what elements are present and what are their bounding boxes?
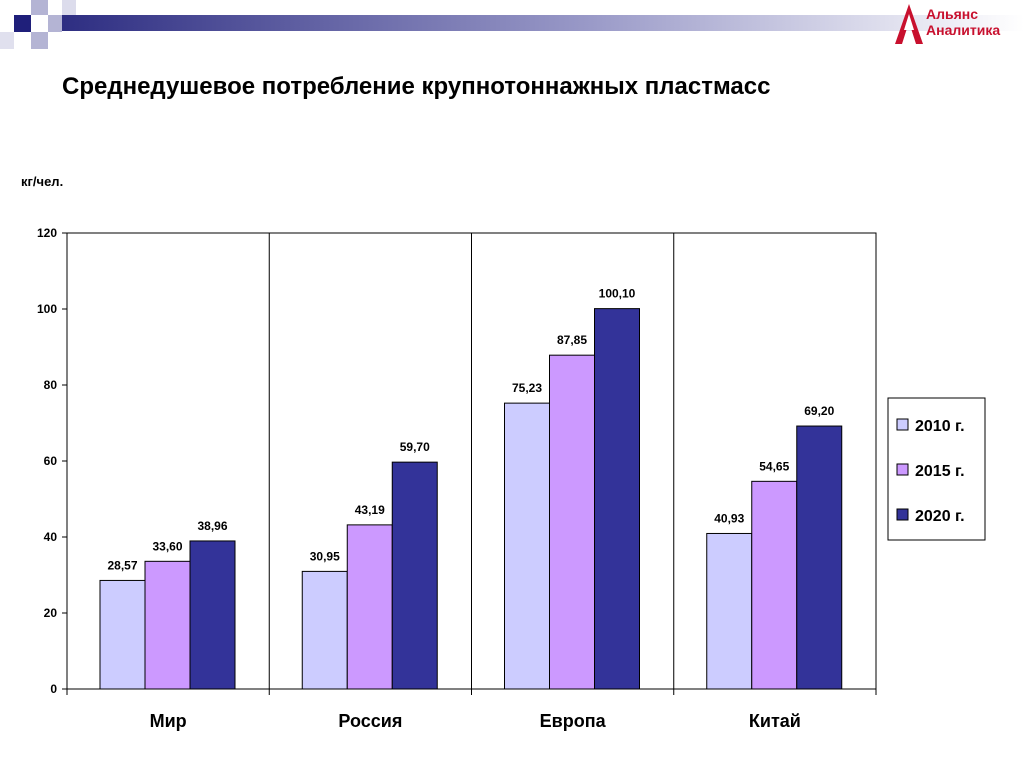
data-label: 38,96 [197, 519, 227, 533]
bar [796, 425, 843, 690]
bar [549, 354, 595, 690]
bar [594, 308, 640, 690]
x-category-label: Китай [749, 711, 801, 731]
bar [301, 570, 348, 690]
y-tick-label: 80 [44, 378, 58, 392]
y-tick-label: 40 [44, 530, 58, 544]
bar [99, 579, 146, 690]
page-title: Среднедушевое потребление крупнотоннажны… [62, 73, 771, 100]
x-category-label: Мир [150, 711, 187, 731]
data-label: 59,70 [400, 440, 430, 454]
chart-axes: кг/чел. 0 20 40 60 80 100 120 Мир Россия Европа Кит… [21, 174, 877, 731]
data-label: 43,19 [355, 503, 385, 517]
x-category-label: Россия [338, 711, 402, 731]
logo-text-line2: Аналитика [926, 22, 1001, 38]
bar [189, 540, 236, 690]
company-logo: Альянс Аналитика [893, 2, 1024, 46]
legend-label: 2020 г. [915, 508, 965, 525]
bar-chart: кг/чел. 0 20 40 60 80 100 120 Мир Россия Европа Кит… [21, 174, 986, 731]
legend-label: 2015 г. [915, 463, 965, 480]
data-label: 30,95 [310, 549, 340, 563]
legend-swatch [896, 508, 909, 521]
bar [144, 560, 191, 690]
chart-data-labels: 28,57 30,95 75,23 40,93 33,60 43,19 87,85 54,65… [107, 287, 834, 573]
data-label: 87,85 [557, 333, 587, 347]
bar [504, 402, 550, 690]
data-label: 54,65 [759, 459, 789, 473]
logo-mark-icon [895, 4, 923, 44]
legend-label: 2010 г. [915, 418, 965, 435]
bar [706, 532, 753, 690]
data-label: 40,93 [714, 511, 744, 525]
data-label: 69,20 [804, 404, 834, 418]
y-tick-label: 120 [37, 226, 57, 240]
header-band [0, 0, 1024, 49]
legend-swatch [896, 463, 909, 476]
data-label: 100,10 [599, 287, 636, 301]
bar [391, 461, 438, 690]
bar [346, 524, 393, 690]
data-label: 75,23 [512, 381, 542, 395]
y-axis-label: кг/чел. [21, 174, 63, 189]
data-label: 33,60 [152, 539, 182, 553]
y-tick-label: 60 [44, 454, 58, 468]
logo-text-line1: Альянс [926, 6, 979, 22]
data-label: 28,57 [107, 558, 137, 572]
chart-bars [99, 308, 843, 690]
y-tick-label: 20 [44, 606, 58, 620]
bar [751, 480, 798, 690]
chart-legend: 2010 г. 2015 г. 2020 г. [887, 397, 986, 541]
y-tick-label: 0 [50, 682, 57, 696]
y-tick-label: 100 [37, 302, 57, 316]
legend-swatch [896, 418, 909, 431]
x-category-label: Европа [540, 711, 607, 731]
